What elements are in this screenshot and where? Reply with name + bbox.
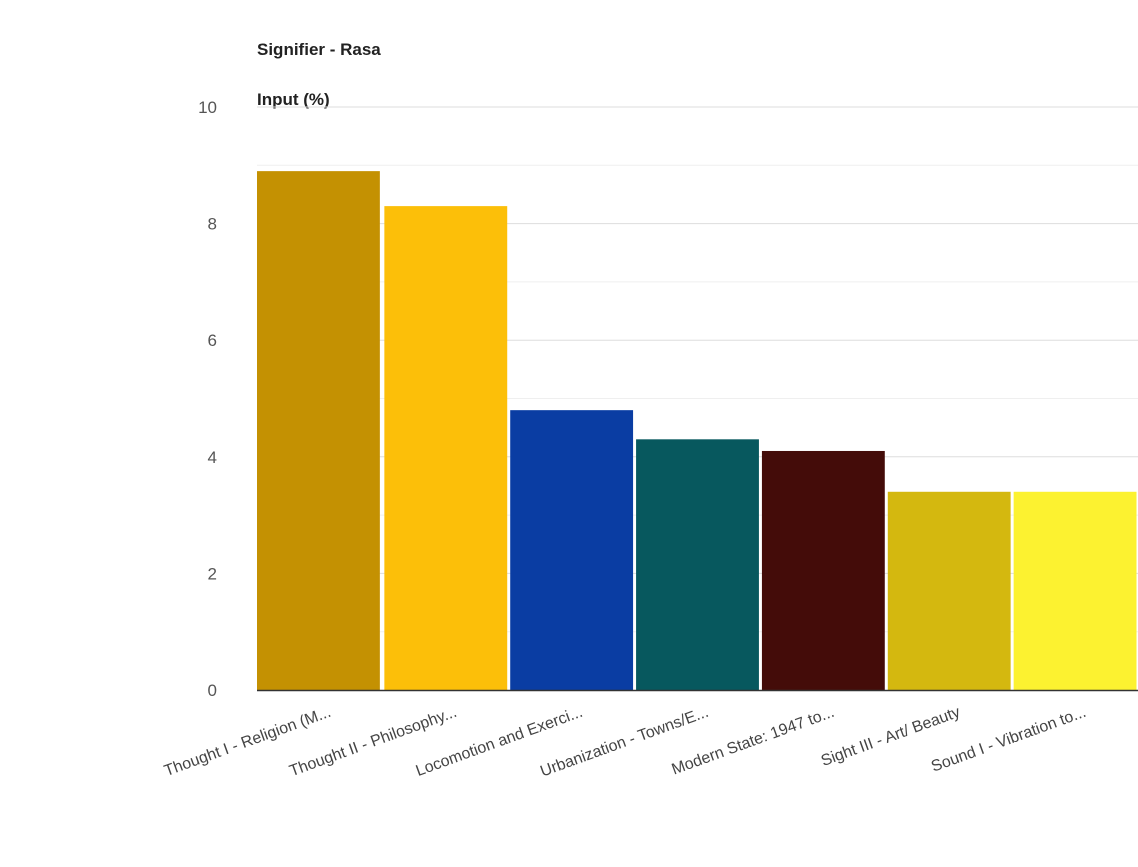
y-tick-label: 10 bbox=[198, 98, 217, 117]
bar bbox=[384, 206, 508, 691]
y-tick-label: 2 bbox=[208, 564, 217, 583]
chart-title: Signifier - Rasa Input (%) bbox=[257, 12, 381, 112]
bar bbox=[510, 410, 634, 690]
chart-title-line2: Input (%) bbox=[257, 90, 330, 109]
y-tick-label: 6 bbox=[208, 331, 217, 350]
bar bbox=[761, 450, 885, 690]
y-tick-label: 0 bbox=[208, 681, 217, 700]
bar bbox=[257, 171, 380, 690]
y-tick-label: 4 bbox=[208, 448, 217, 467]
bars bbox=[257, 171, 1137, 691]
bar bbox=[887, 491, 1011, 690]
y-tick-label: 8 bbox=[208, 215, 217, 234]
bar bbox=[1013, 491, 1137, 690]
chart-title-line1: Signifier - Rasa bbox=[257, 40, 381, 59]
bar bbox=[636, 439, 759, 690]
